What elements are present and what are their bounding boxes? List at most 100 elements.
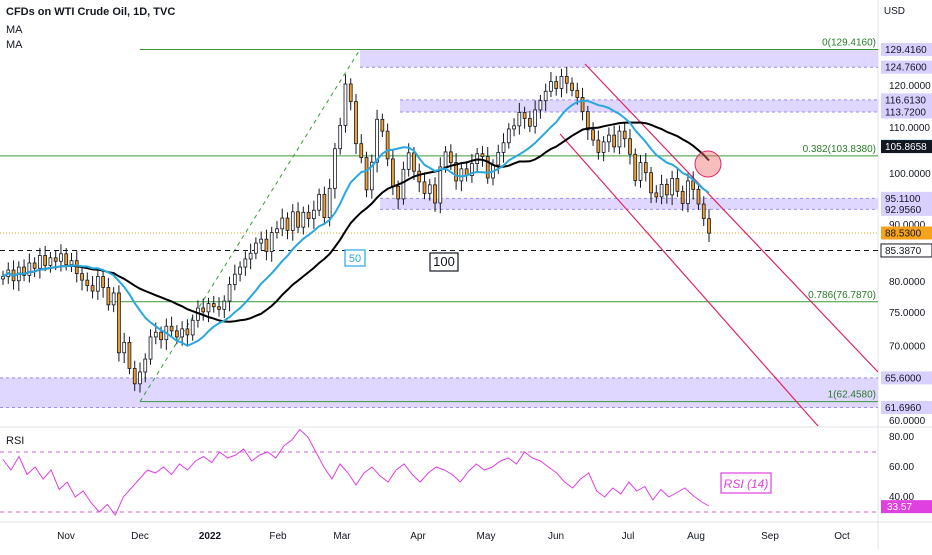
rsi-last-box: [881, 500, 932, 514]
rsi-last-label: 33.57: [887, 502, 912, 513]
price-label: 65.6000: [885, 373, 922, 384]
price-label-box: [881, 202, 932, 216]
price-label-box: [881, 60, 932, 74]
time-axis-tick: Jun: [548, 531, 564, 542]
price-zone: [380, 198, 878, 210]
candle: [343, 83, 348, 126]
candle: [638, 162, 643, 181]
candle: [359, 143, 364, 158]
candle: [649, 172, 653, 194]
candle: [106, 287, 111, 306]
ma100-line: [2, 121, 710, 323]
candle: [132, 367, 137, 385]
candle: [612, 134, 617, 148]
candle: [111, 292, 116, 306]
candle: [433, 184, 437, 204]
candle: [707, 218, 711, 234]
candle: [412, 152, 416, 172]
candle: [43, 255, 47, 266]
candle: [222, 300, 227, 310]
candle: [422, 181, 427, 194]
rsi-axis-tick: 80.00: [889, 432, 914, 443]
candle: [591, 129, 595, 141]
candle: [580, 97, 585, 113]
ma50-line: [2, 99, 710, 347]
candle: [254, 242, 258, 254]
candle: [643, 162, 648, 174]
candle: [506, 128, 511, 144]
candle: [448, 151, 453, 164]
candle: [443, 151, 448, 168]
candle: [59, 253, 63, 262]
candle: [38, 255, 42, 269]
candle: [549, 81, 553, 92]
candle: [601, 141, 606, 153]
candle: [185, 328, 190, 336]
time-axis-tick: Dec: [131, 531, 149, 542]
candle: [512, 125, 516, 130]
candle: [686, 180, 690, 204]
candle: [607, 134, 611, 143]
candle: [570, 82, 574, 91]
candle: [280, 217, 285, 230]
candle: [675, 178, 680, 192]
price-label: 124.7600: [885, 63, 927, 74]
candle: [622, 130, 627, 140]
candle: [354, 101, 358, 145]
candle: [217, 306, 221, 310]
candle: [317, 193, 321, 211]
candle: [364, 157, 369, 191]
candle: [169, 325, 174, 332]
candle: [680, 190, 685, 204]
price-label: 95.1100: [885, 194, 921, 205]
candle: [80, 273, 84, 281]
candle: [427, 184, 432, 194]
candle: [296, 211, 300, 228]
candle: [206, 303, 211, 313]
rsi-axis-tick: 40.00: [889, 492, 914, 503]
candle: [306, 211, 311, 220]
candle: [259, 238, 264, 244]
candle: [459, 168, 464, 182]
ma100-tag-box: [429, 252, 459, 272]
price-label-box: [881, 371, 932, 385]
candle: [275, 228, 279, 234]
fib-trend-line: [139, 49, 361, 402]
candle: [401, 168, 406, 200]
candle: [238, 266, 242, 275]
candle: [501, 142, 506, 153]
candle: [701, 203, 706, 220]
candle: [375, 118, 379, 163]
price-label: 129.4160: [885, 45, 927, 56]
candle: [333, 148, 337, 189]
candle: [522, 112, 527, 119]
candle: [127, 341, 132, 369]
candle: [95, 276, 100, 292]
ma-legend-2: MA: [6, 39, 23, 51]
time-axis-tick: Apr: [410, 531, 426, 542]
price-label-box: [881, 93, 932, 107]
price-zone: [400, 99, 878, 112]
price-label: 61.6960: [885, 403, 922, 414]
price-axis-tick: 80.0000: [889, 277, 926, 288]
candle: [454, 162, 458, 182]
candle: [564, 76, 569, 84]
time-axis-tick: Nov: [57, 531, 75, 542]
channel-upper-line: [584, 63, 879, 373]
candle: [559, 76, 564, 89]
price-axis-tick: 70.0000: [889, 341, 926, 352]
price-label: 113.7200: [885, 107, 926, 118]
candle: [385, 130, 390, 160]
candle: [148, 336, 153, 360]
candle: [180, 328, 184, 338]
candle: [496, 151, 501, 166]
candle: [32, 262, 37, 269]
time-axis-tick: Feb: [269, 531, 287, 542]
candle: [528, 118, 532, 127]
candle: [575, 90, 580, 98]
candle: [348, 83, 353, 102]
ma-crossover-highlight: [694, 150, 722, 178]
candle: [628, 138, 632, 155]
rsi-axis-tick: 60.00: [889, 462, 914, 473]
